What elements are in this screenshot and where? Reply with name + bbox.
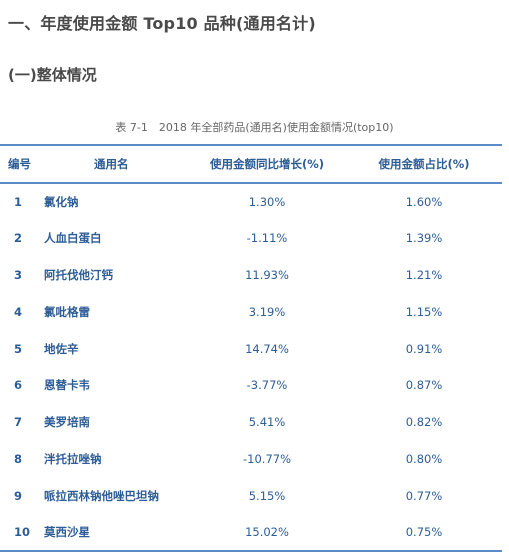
row-number: 3: [14, 267, 23, 282]
table-caption: 表 7-1 2018 年全部药品(通用名)使用金额情况(top10): [115, 121, 394, 134]
row-share: 1.21%: [405, 267, 443, 282]
table-row: 9 哌拉西林钠他唑巴坦钠 5.15% 0.77%: [0, 477, 502, 514]
row-generic-name: 莫西沙星: [38, 514, 188, 552]
row-generic-name: 哌拉西林钠他唑巴坦钠: [44, 488, 159, 503]
row-number: 1: [14, 194, 23, 209]
row-growth: -10.77%: [243, 451, 291, 466]
subsection-heading: (一)整体情况: [8, 66, 97, 84]
row-generic-name: 阿托伐他汀钙: [44, 267, 113, 282]
row-number: 6: [14, 378, 23, 393]
row-share: 1.39%: [405, 231, 443, 246]
row-generic-name: 泮托拉唑钠: [44, 451, 102, 466]
row-share: 0.80%: [405, 451, 443, 466]
table-row: 5 地佐辛 14.74% 0.91%: [0, 330, 502, 367]
table-row: 8 泮托拉唑钠 -10.77% 0.80%: [0, 441, 502, 478]
row-number: 8: [14, 451, 23, 466]
table-row: 3 阿托伐他汀钙 11.93% 1.21%: [0, 257, 502, 294]
row-number: 4: [14, 304, 23, 319]
row-share: 0.87%: [405, 378, 443, 393]
header-share: 使用金额占比(%): [346, 144, 502, 184]
table-row: 2 人血白蛋白 -1.11% 1.39%: [0, 220, 502, 257]
top10-drug-table: 编号 通用名 使用金额同比增长(%) 使用金额占比(%) 1 氯化钠 1.30%…: [0, 144, 502, 552]
row-number: 2: [14, 231, 23, 246]
row-share: 0.91%: [405, 341, 443, 356]
row-generic-name: 恩替卡韦: [44, 378, 90, 393]
row-number: 10: [0, 514, 38, 552]
row-share: 0.75%: [346, 514, 502, 552]
table-header-row: 编号 通用名 使用金额同比增长(%) 使用金额占比(%): [0, 144, 502, 184]
row-growth: -3.77%: [246, 378, 288, 393]
row-generic-name: 人血白蛋白: [44, 231, 102, 246]
row-growth: 15.02%: [188, 514, 346, 552]
row-growth: 5.41%: [248, 415, 286, 430]
header-number: 编号: [0, 144, 38, 184]
row-growth: 11.93%: [245, 267, 289, 282]
row-growth: 5.15%: [248, 488, 286, 503]
row-number: 9: [14, 488, 23, 503]
table-row: 7 美罗培南 5.41% 0.82%: [0, 404, 502, 441]
row-number: 5: [14, 341, 23, 356]
row-number: 7: [14, 415, 23, 430]
header-growth: 使用金额同比增长(%): [188, 144, 346, 184]
row-generic-name: 美罗培南: [44, 415, 90, 430]
section-heading: 一、年度使用金额 Top10 品种(通用名计): [8, 14, 316, 33]
row-generic-name: 氯吡格雷: [44, 304, 90, 319]
row-share: 1.60%: [405, 194, 443, 209]
row-share: 0.77%: [405, 488, 443, 503]
row-share: 0.82%: [405, 415, 443, 430]
table-row: 10 莫西沙星 15.02% 0.75%: [0, 514, 502, 552]
table-row: 4 氯吡格雷 3.19% 1.15%: [0, 293, 502, 330]
row-growth: 3.19%: [248, 304, 286, 319]
row-share: 1.15%: [405, 304, 443, 319]
table-row: 1 氯化钠 1.30% 1.60%: [0, 183, 502, 220]
table-row: 6 恩替卡韦 -3.77% 0.87%: [0, 367, 502, 404]
row-generic-name: 氯化钠: [44, 194, 79, 209]
row-generic-name: 地佐辛: [44, 341, 79, 356]
row-growth: 14.74%: [245, 341, 289, 356]
row-growth: -1.11%: [246, 231, 288, 246]
header-generic-name: 通用名: [38, 144, 188, 184]
row-growth: 1.30%: [248, 194, 286, 209]
